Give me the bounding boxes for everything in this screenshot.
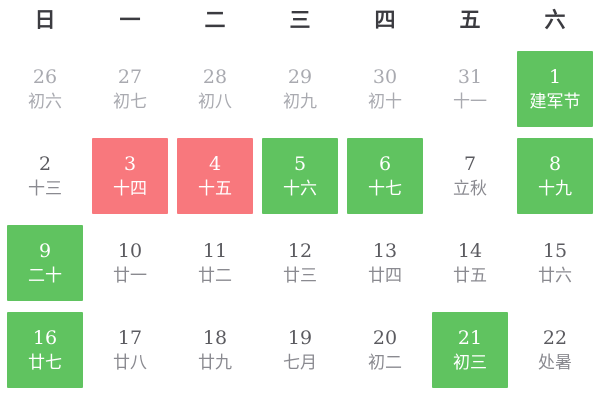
day-lunar-label: 十三 [28,178,62,199]
day-lunar-label: 初九 [283,91,317,112]
day-cell-20[interactable]: 20 初二 [347,312,423,388]
day-cell-5[interactable]: 5 十六 [262,138,338,214]
day-lunar-label: 十五 [198,178,232,199]
day-lunar-label: 廿五 [453,265,487,286]
day-cell-29[interactable]: 29 初九 [262,51,338,127]
weekday-thursday: 四 [374,7,396,32]
day-cell-12[interactable]: 12 廿三 [262,225,338,301]
day-lunar-label: 廿九 [198,352,232,373]
day-cell-11[interactable]: 11 廿二 [177,225,253,301]
day-cell-31[interactable]: 31 十一 [432,51,508,127]
day-lunar-label: 十一 [453,91,487,112]
day-cell-3[interactable]: 3 十四 [92,138,168,214]
day-number: 31 [457,66,483,89]
weekday-header-row: 日 一 二 三 四 五 六 [7,0,593,40]
day-cell-30[interactable]: 30 初十 [347,51,423,127]
day-number: 1 [548,66,562,89]
weekday-monday: 一 [119,7,141,32]
day-cell-22[interactable]: 22 处暑 [517,312,593,388]
day-number: 16 [32,327,58,350]
day-number: 29 [287,66,313,89]
days-grid: 26 初六 27 初七 28 初八 29 初九 30 初十 31 十一 1 建军节 2 十三 3 十四 4 十五 5 十六… [7,51,593,388]
day-cell-17[interactable]: 17 廿八 [92,312,168,388]
day-lunar-label: 廿二 [198,265,232,286]
day-lunar-label: 十四 [113,178,147,199]
day-cell-26[interactable]: 26 初六 [7,51,83,127]
day-number: 4 [208,153,222,176]
day-number: 22 [542,327,568,350]
day-lunar-label: 初三 [453,352,487,373]
day-number: 6 [378,153,392,176]
day-number: 9 [38,240,52,263]
weekday-saturday: 六 [544,7,566,32]
day-cell-8[interactable]: 8 十九 [517,138,593,214]
weekday-tuesday: 二 [204,7,226,32]
day-cell-28[interactable]: 28 初八 [177,51,253,127]
day-number: 2 [38,153,52,176]
day-number: 17 [117,327,143,350]
day-number: 3 [123,153,137,176]
day-number: 12 [287,240,313,263]
day-cell-27[interactable]: 27 初七 [92,51,168,127]
day-cell-1[interactable]: 1 建军节 [517,51,593,127]
day-number: 5 [293,153,307,176]
day-lunar-label: 初十 [368,91,402,112]
day-lunar-label: 十九 [538,178,572,199]
day-cell-15[interactable]: 15 廿六 [517,225,593,301]
day-cell-16[interactable]: 16 廿七 [7,312,83,388]
day-cell-4[interactable]: 4 十五 [177,138,253,214]
day-lunar-label: 廿一 [113,265,147,286]
day-lunar-label: 廿四 [368,265,402,286]
day-cell-2[interactable]: 2 十三 [7,138,83,214]
day-number: 21 [457,327,483,350]
day-number: 8 [548,153,562,176]
day-number: 28 [202,66,228,89]
day-lunar-label: 初八 [198,91,232,112]
day-lunar-label: 处暑 [538,352,572,373]
day-lunar-label: 廿六 [538,265,572,286]
weekday-sunday: 日 [34,7,56,32]
day-lunar-label: 初六 [28,91,62,112]
day-number: 10 [117,240,143,263]
day-lunar-label: 廿三 [283,265,317,286]
day-cell-13[interactable]: 13 廿四 [347,225,423,301]
day-lunar-label: 十七 [368,178,402,199]
weekday-friday: 五 [459,7,481,32]
day-cell-7[interactable]: 7 立秋 [432,138,508,214]
day-number: 27 [117,66,143,89]
day-number: 30 [372,66,398,89]
day-number: 13 [372,240,398,263]
day-lunar-label: 立秋 [453,178,487,199]
day-number: 14 [457,240,483,263]
day-number: 19 [287,327,313,350]
day-cell-9[interactable]: 9 二十 [7,225,83,301]
day-lunar-label: 建军节 [529,91,581,112]
day-cell-19[interactable]: 19 七月 [262,312,338,388]
day-lunar-label: 初二 [368,352,402,373]
day-lunar-label: 二十 [28,265,62,286]
day-number: 20 [372,327,398,350]
day-number: 18 [202,327,228,350]
day-cell-6[interactable]: 6 十七 [347,138,423,214]
day-lunar-label: 廿八 [113,352,147,373]
day-number: 7 [463,153,477,176]
day-cell-14[interactable]: 14 廿五 [432,225,508,301]
day-lunar-label: 十六 [283,178,317,199]
day-cell-21[interactable]: 21 初三 [432,312,508,388]
day-cell-18[interactable]: 18 廿九 [177,312,253,388]
day-lunar-label: 廿七 [28,352,62,373]
day-number: 15 [542,240,568,263]
day-lunar-label: 七月 [283,352,317,373]
day-lunar-label: 初七 [113,91,147,112]
day-cell-10[interactable]: 10 廿一 [92,225,168,301]
day-number: 11 [202,240,228,263]
weekday-wednesday: 三 [289,7,311,32]
day-number: 26 [32,66,58,89]
